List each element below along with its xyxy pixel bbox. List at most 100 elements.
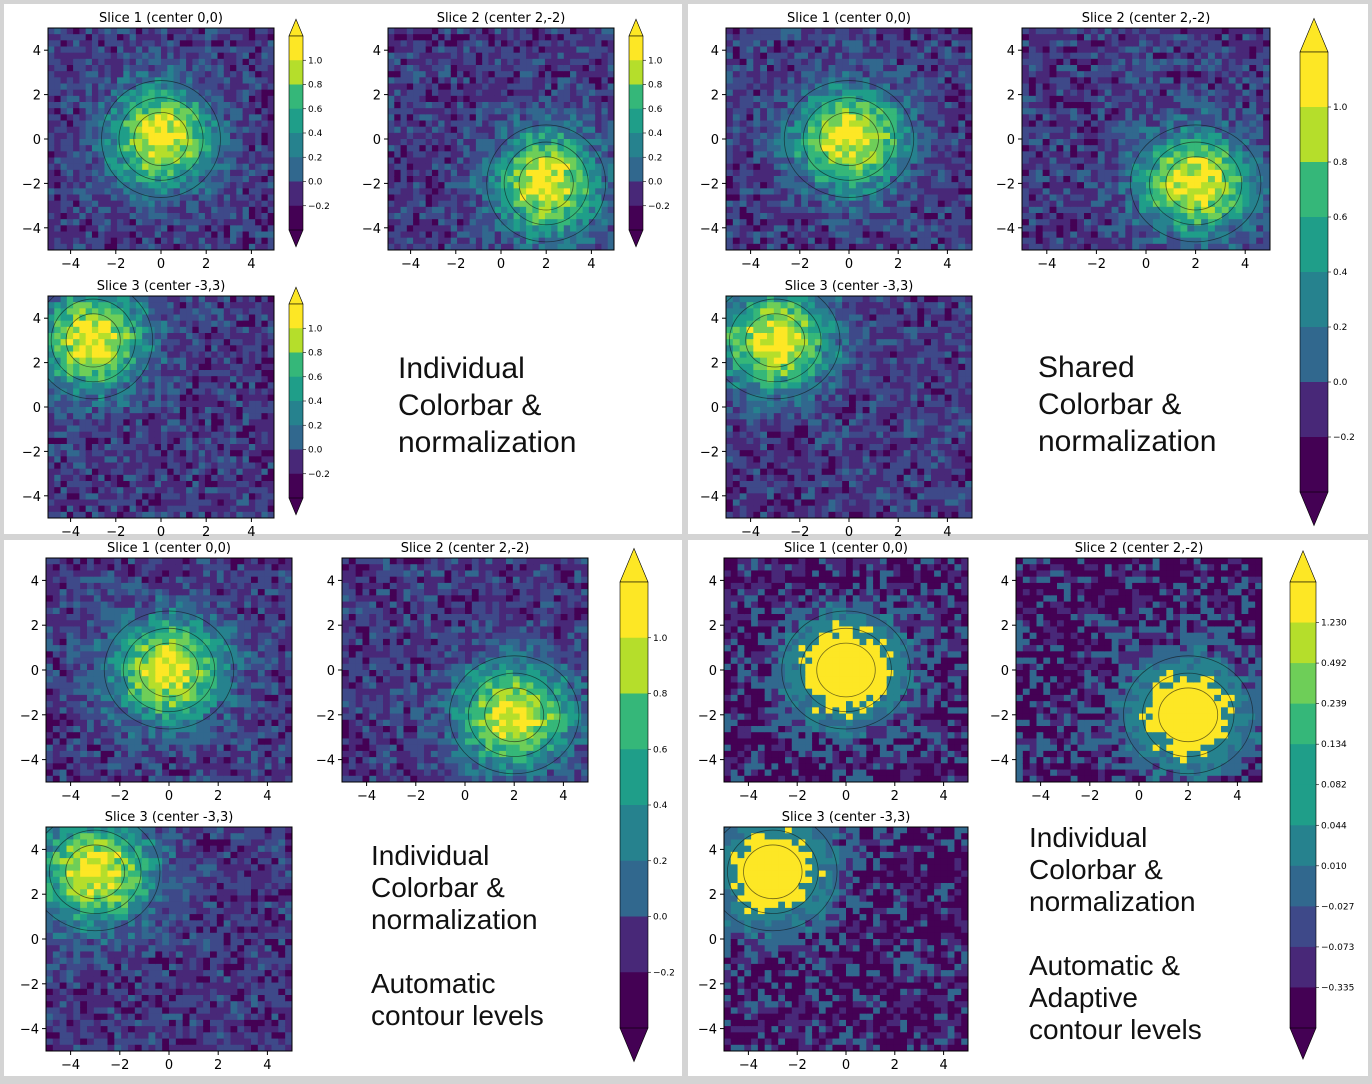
colorbar-tick-label: 0.0: [648, 178, 663, 188]
colorbar-tick-label: 1.0: [653, 634, 668, 644]
colorbar-tick-label: 0.8: [653, 690, 668, 700]
x-tick-label: −2: [446, 257, 465, 272]
x-tick-label: 4: [943, 257, 951, 272]
x-tick-label: 0: [1142, 257, 1150, 272]
x-tick-label: 2: [1191, 257, 1199, 272]
colorbar-tick-label: −0.073: [1321, 943, 1354, 953]
colorbar-tick-label: 1.230: [1321, 619, 1347, 629]
chart-title: Slice 1 (center 0,0): [99, 11, 223, 26]
colorbar-tick-label: 0.6: [1333, 213, 1348, 223]
x-tick-label: 0: [842, 789, 850, 804]
colorbar-tick-label: 0.010: [1321, 862, 1347, 872]
y-tick-label: 4: [33, 312, 41, 327]
x-tick-label: 2: [510, 789, 518, 804]
colorbar-tick-label: 0.8: [648, 81, 663, 91]
colorbar-tick-label: −0.027: [1321, 902, 1354, 912]
x-tick-label: −4: [61, 789, 80, 804]
colorbar-tick-label: 0.6: [308, 373, 323, 383]
chart-title: Slice 2 (center 2,-2): [437, 11, 566, 26]
y-tick-label: 2: [31, 619, 39, 634]
colorbar-tick-label: 0.134: [1321, 740, 1347, 750]
colorbar-tick-label: 1.0: [1333, 103, 1348, 113]
colorbar-tick-label: 0.2: [653, 857, 667, 867]
y-tick-label: −2: [996, 177, 1015, 192]
colorbar-tick-label: 0.6: [308, 105, 323, 115]
colorbar-tick-label: 0.2: [308, 421, 322, 431]
y-tick-label: −4: [698, 754, 717, 769]
x-tick-label: −2: [110, 1058, 129, 1073]
y-tick-label: −2: [362, 177, 381, 192]
x-tick-label: 4: [587, 257, 595, 272]
x-tick-label: −4: [61, 525, 80, 540]
x-tick-label: 2: [214, 1058, 222, 1073]
y-tick-label: 4: [33, 44, 41, 59]
y-tick-label: −2: [20, 978, 39, 993]
y-tick-label: 2: [33, 357, 41, 372]
chart-title: Slice 2 (center 2,-2): [401, 541, 530, 556]
y-tick-label: 0: [33, 133, 41, 148]
y-tick-label: 4: [327, 574, 335, 589]
panel-note-top-right: Shared Colorbar & normalization: [1038, 349, 1216, 460]
y-tick-label: 0: [1007, 133, 1015, 148]
y-tick-label: −2: [22, 177, 41, 192]
y-tick-label: −4: [990, 754, 1009, 769]
y-tick-label: 0: [709, 664, 717, 679]
y-tick-label: −4: [698, 1023, 717, 1038]
y-tick-label: 2: [373, 89, 381, 104]
x-tick-label: 2: [891, 789, 899, 804]
colorbar-tick-label: 0.2: [308, 153, 322, 163]
x-tick-label: −4: [61, 257, 80, 272]
x-tick-label: 4: [263, 789, 271, 804]
colorbar-tick-label: 0.082: [1321, 781, 1347, 791]
y-tick-label: 0: [709, 933, 717, 948]
x-tick-label: 2: [214, 789, 222, 804]
colorbar-tick-label: 0.8: [308, 349, 323, 359]
x-tick-label: 4: [939, 1058, 947, 1073]
panel-note-bottom-left: Individual Colorbar & normalization Auto…: [371, 840, 544, 1032]
x-tick-label: 0: [845, 525, 853, 540]
colorbar-tick-label: 0.044: [1321, 821, 1347, 831]
colorbar-tick-label: −0.2: [308, 470, 330, 480]
y-tick-label: 2: [711, 357, 719, 372]
colorbar-tick-label: 0.6: [648, 105, 663, 115]
colorbar-tick-label: 0.4: [308, 129, 323, 139]
x-tick-label: 4: [247, 257, 255, 272]
x-tick-label: −4: [741, 525, 760, 540]
y-tick-label: 4: [1007, 44, 1015, 59]
y-tick-label: 2: [31, 888, 39, 903]
chart-title: Slice 3 (center -3,3): [105, 810, 234, 825]
y-tick-label: 4: [709, 574, 717, 589]
x-tick-label: −4: [61, 1058, 80, 1073]
colorbar-tick-label: 0.0: [308, 446, 323, 456]
y-tick-label: 0: [31, 933, 39, 948]
chart-title: Slice 3 (center -3,3): [785, 279, 914, 294]
y-tick-label: −2: [316, 709, 335, 724]
x-tick-label: 2: [542, 257, 550, 272]
y-tick-label: −4: [22, 490, 41, 505]
x-tick-label: 0: [157, 525, 165, 540]
x-tick-label: 0: [165, 789, 173, 804]
chart-title: Slice 3 (center -3,3): [97, 279, 226, 294]
x-tick-label: 0: [461, 789, 469, 804]
x-tick-label: 2: [202, 525, 210, 540]
y-tick-label: 4: [31, 574, 39, 589]
colorbar-tick-label: −0.2: [1333, 433, 1355, 443]
x-tick-label: −4: [401, 257, 420, 272]
x-tick-label: −4: [741, 257, 760, 272]
x-tick-label: −2: [788, 789, 807, 804]
y-tick-label: 0: [711, 401, 719, 416]
x-tick-label: −2: [1080, 789, 1099, 804]
y-tick-label: 0: [373, 133, 381, 148]
x-tick-label: 4: [247, 525, 255, 540]
colorbar-tick-label: 0.4: [1333, 268, 1348, 278]
x-tick-label: 2: [202, 257, 210, 272]
y-tick-label: −4: [316, 754, 335, 769]
y-tick-label: 2: [33, 89, 41, 104]
y-tick-label: 4: [373, 44, 381, 59]
